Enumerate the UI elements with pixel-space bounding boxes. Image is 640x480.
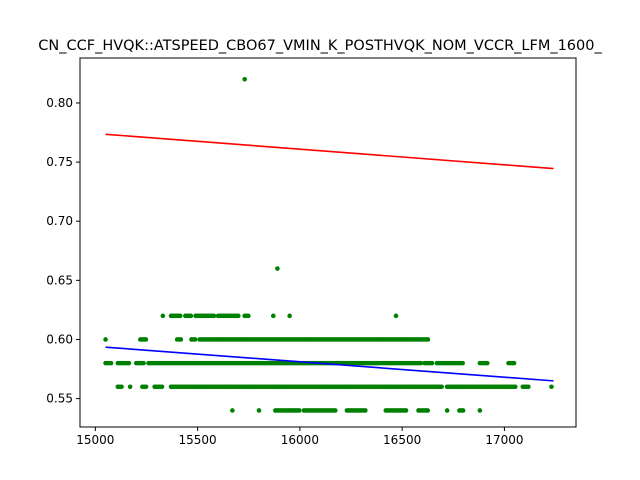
data-point bbox=[425, 337, 431, 342]
data-point bbox=[192, 337, 198, 342]
lower-fit-line bbox=[105, 346, 554, 382]
data-point bbox=[270, 313, 276, 319]
data-point bbox=[108, 360, 114, 366]
y-tick-label: 0.60 bbox=[46, 332, 73, 346]
data-point bbox=[332, 408, 338, 413]
data-point bbox=[178, 337, 184, 342]
x-tick-label: 15000 bbox=[76, 433, 114, 447]
data-point bbox=[477, 408, 483, 413]
data-point bbox=[126, 360, 132, 366]
data-point bbox=[425, 408, 431, 413]
x-tick-label: 16500 bbox=[383, 433, 421, 447]
data-point bbox=[177, 313, 183, 319]
data-point bbox=[103, 337, 108, 342]
upper-fit-line bbox=[105, 133, 554, 170]
data-point bbox=[526, 384, 531, 390]
data-point bbox=[512, 384, 518, 390]
data-point bbox=[119, 384, 124, 390]
points-layer bbox=[103, 76, 554, 413]
data-point bbox=[188, 313, 194, 319]
data-point bbox=[256, 408, 262, 413]
data-point bbox=[242, 76, 247, 82]
x-tick-label: 16000 bbox=[281, 433, 319, 447]
x-axis: 15000 15500 16000 16500 17000 bbox=[76, 427, 524, 447]
data-point bbox=[143, 337, 149, 342]
y-tick-label: 0.55 bbox=[46, 392, 73, 406]
y-axis: 0.55 0.60 0.65 0.70 0.75 0.80 bbox=[46, 96, 80, 406]
data-point bbox=[246, 313, 251, 319]
data-point bbox=[393, 313, 399, 319]
y-tick-label: 0.65 bbox=[46, 273, 73, 287]
data-point bbox=[511, 360, 517, 366]
x-tick-label: 17000 bbox=[485, 433, 523, 447]
data-point bbox=[275, 266, 280, 271]
data-point bbox=[460, 408, 466, 413]
data-point bbox=[439, 384, 444, 390]
data-point bbox=[460, 360, 465, 366]
data-point bbox=[429, 360, 435, 366]
data-point bbox=[484, 360, 490, 366]
chart-title: CN_CCF_HVQK::ATSPEED_CBO67_VMIN_K_POSTHV… bbox=[38, 38, 602, 54]
trend-lines-layer bbox=[105, 133, 554, 382]
data-point bbox=[549, 384, 554, 390]
data-point bbox=[444, 408, 450, 413]
data-point bbox=[230, 408, 235, 413]
x-tick-label: 15500 bbox=[179, 433, 217, 447]
y-tick-label: 0.75 bbox=[46, 155, 73, 169]
data-point bbox=[236, 313, 241, 319]
data-point bbox=[211, 313, 217, 319]
data-point bbox=[127, 384, 133, 390]
data-point bbox=[296, 408, 302, 413]
data-point bbox=[160, 313, 166, 319]
plot-area-frame bbox=[79, 57, 577, 428]
data-point bbox=[143, 384, 149, 390]
data-point bbox=[141, 360, 146, 366]
data-point bbox=[287, 313, 292, 319]
data-point bbox=[418, 360, 424, 366]
data-point bbox=[403, 408, 409, 413]
y-tick-label: 0.70 bbox=[46, 214, 73, 228]
data-point bbox=[159, 384, 165, 390]
data-point bbox=[363, 408, 368, 413]
y-tick-label: 0.80 bbox=[46, 96, 73, 110]
